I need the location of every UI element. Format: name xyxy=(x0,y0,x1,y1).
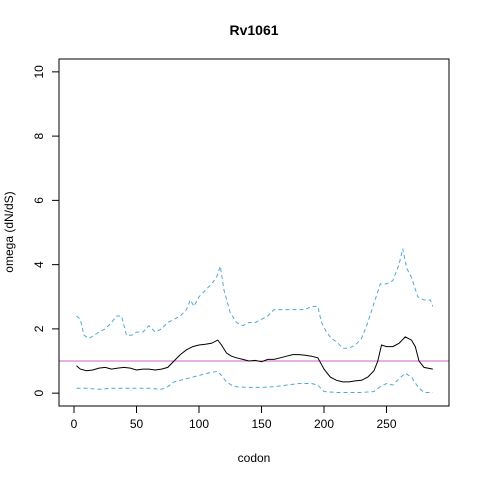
x-tick-label: 0 xyxy=(71,417,78,431)
plot-frame xyxy=(58,58,450,407)
plot-area xyxy=(59,248,449,393)
x-tick-label: 150 xyxy=(251,417,271,431)
lower-bound-line xyxy=(76,370,433,393)
y-tick-label: 8 xyxy=(32,132,46,139)
upper-bound-line xyxy=(76,248,434,349)
y-tick-label: 6 xyxy=(32,197,46,204)
y-axis: 0 2 4 6 8 10 xyxy=(32,65,60,396)
x-axis: 0 50 100 150 200 250 xyxy=(71,405,397,431)
y-axis-label: omega (dN/dS) xyxy=(2,191,16,272)
x-tick-label: 200 xyxy=(314,417,334,431)
y-tick-label: 10 xyxy=(32,65,46,79)
y-tick-label: 2 xyxy=(32,325,46,332)
y-tick-label: 0 xyxy=(32,389,46,396)
omega-estimate-line xyxy=(76,336,433,383)
x-axis-label: codon xyxy=(238,451,271,465)
x-tick-label: 250 xyxy=(376,417,396,431)
x-tick-label: 50 xyxy=(130,417,144,431)
chart-title: Rv1061 xyxy=(229,22,278,38)
y-tick-label: 4 xyxy=(32,261,46,268)
x-tick-label: 100 xyxy=(189,417,209,431)
